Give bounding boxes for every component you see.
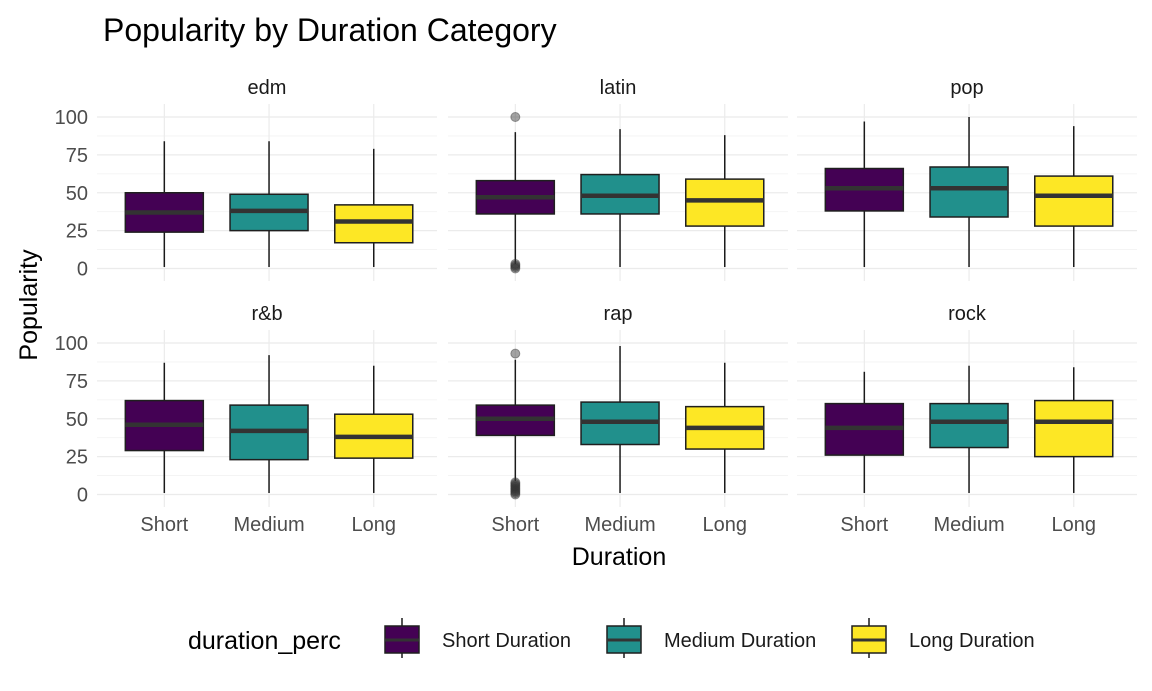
legend: duration_perc Short Duration Medium Durat…: [188, 618, 1035, 658]
legend-label: Long Duration: [909, 630, 1035, 652]
outlier-point: [510, 261, 521, 272]
outlier-point: [510, 112, 521, 122]
y-tick-label: 75: [66, 145, 88, 167]
y-axis-ticks: 0 25 50 75 100 0 25 50 75 100: [55, 107, 88, 507]
legend-title: duration_perc: [188, 627, 341, 655]
box-medium: [929, 402, 1009, 449]
x-tick-label: Short: [840, 514, 888, 536]
y-tick-label: 25: [66, 447, 88, 469]
outlier-point: [510, 263, 521, 274]
facet-label: latin: [600, 77, 637, 99]
x-tick-label: Long: [703, 514, 748, 536]
outlier-point: [510, 260, 521, 271]
facet-panel-rap: rap: [448, 303, 788, 507]
x-tick-label: Medium: [584, 514, 655, 536]
y-tick-label: 100: [55, 333, 88, 355]
facet-panels: edm latin pop r&b rap rock: [97, 77, 1137, 507]
box-long: [1034, 175, 1114, 227]
legend-label: Short Duration: [442, 630, 571, 652]
box-long: [685, 178, 765, 227]
x-tick-label: Medium: [233, 514, 304, 536]
outlier-point: [510, 258, 521, 269]
facet-label: edm: [248, 77, 287, 99]
outlier-point: [510, 477, 521, 488]
box-medium: [929, 166, 1009, 218]
outlier-point: [510, 483, 521, 494]
box-long: [334, 204, 414, 244]
y-tick-label: 50: [66, 183, 88, 205]
outlier-point: [510, 348, 521, 359]
facet-panel-rb: r&b: [97, 303, 437, 507]
facet-panel-pop: pop: [797, 77, 1137, 281]
x-axis-ticks: Short Medium Long Short Medium Long Short Mediu…: [140, 514, 1096, 536]
x-tick-label: Short: [491, 514, 539, 536]
facet-panel-latin: latin: [448, 77, 788, 281]
y-axis-title: Popularity: [15, 249, 43, 361]
outlier-point: [510, 486, 521, 497]
x-tick-label: Short: [140, 514, 188, 536]
box-long: [1034, 399, 1114, 458]
facet-panel-rock: rock: [797, 303, 1137, 507]
facet-label: rock: [948, 303, 987, 325]
y-tick-label: 100: [55, 107, 88, 129]
facet-label: pop: [950, 77, 983, 99]
outlier-point: [510, 478, 521, 489]
y-tick-label: 0: [77, 485, 88, 507]
y-tick-label: 25: [66, 221, 88, 243]
facet-label: r&b: [251, 303, 282, 325]
outlier-point: [510, 484, 521, 495]
y-tick-label: 50: [66, 409, 88, 431]
chart-title: Popularity by Duration Category: [103, 12, 557, 48]
outlier-point: [510, 487, 521, 498]
facet-label: rap: [604, 303, 633, 325]
y-tick-label: 75: [66, 371, 88, 393]
x-tick-label: Long: [1052, 514, 1097, 536]
outlier-point: [510, 480, 521, 491]
x-tick-label: Medium: [933, 514, 1004, 536]
x-axis-title: Duration: [572, 543, 667, 571]
legend-label: Medium Duration: [664, 630, 816, 652]
facet-panel-edm: edm: [97, 77, 437, 281]
outlier-point: [510, 489, 521, 500]
y-tick-label: 0: [77, 259, 88, 281]
x-tick-label: Long: [352, 514, 397, 536]
outlier-point: [510, 481, 521, 492]
